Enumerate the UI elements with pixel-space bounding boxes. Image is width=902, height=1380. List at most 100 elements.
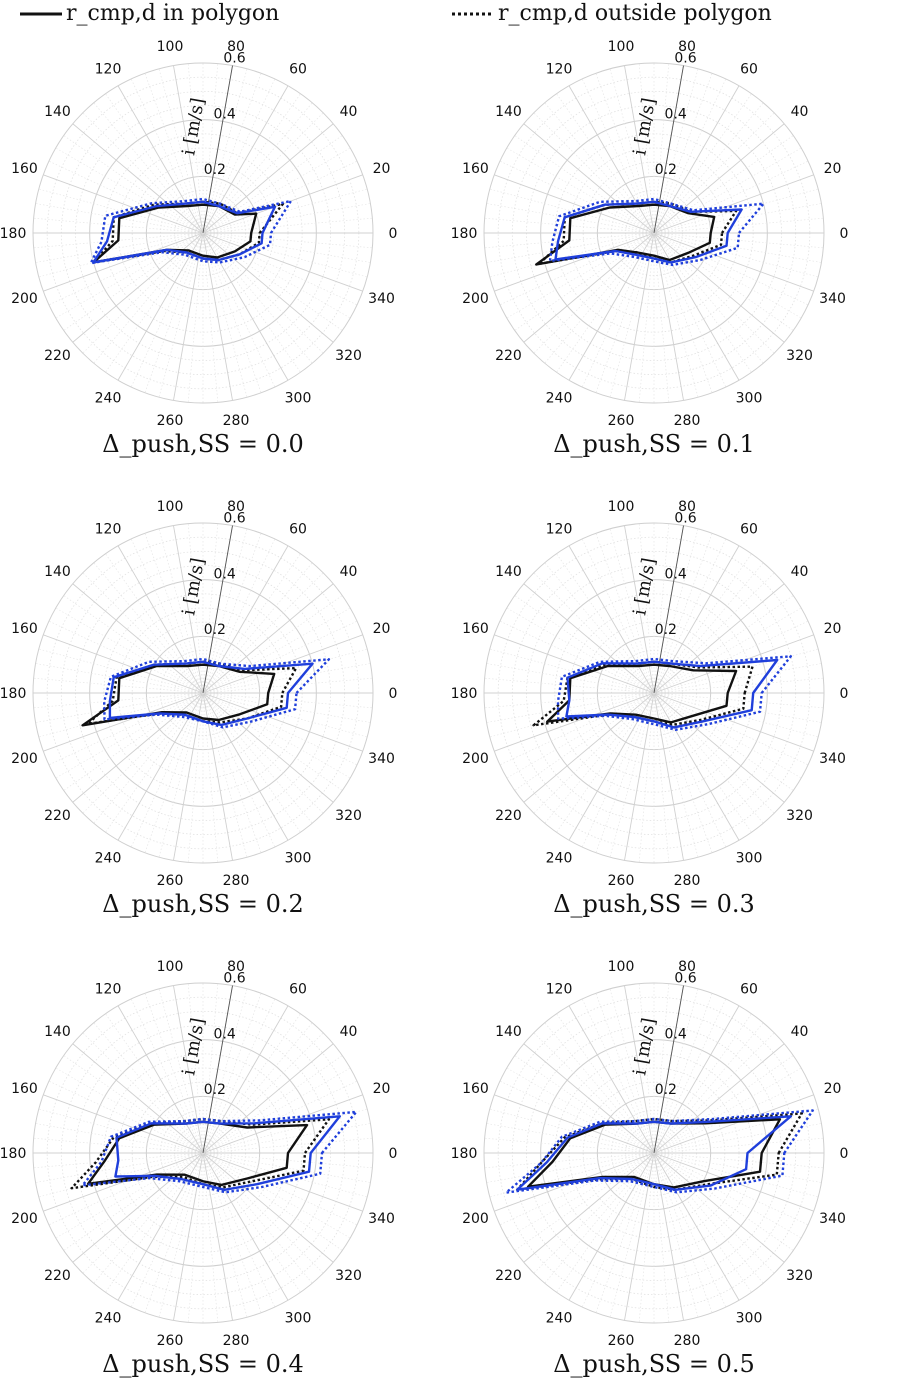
angular-tick-label: 240 <box>546 391 573 407</box>
grid-spoke <box>595 232 655 393</box>
grid-spoke <box>202 1080 358 1154</box>
series-blue-solid <box>565 658 779 729</box>
grid-spoke <box>653 993 713 1154</box>
angular-tick-label: 120 <box>546 61 573 77</box>
grid-spoke <box>202 545 289 694</box>
grid-spoke <box>48 1152 204 1226</box>
angular-tick-label: 260 <box>157 873 184 889</box>
grid-spoke <box>202 1152 324 1274</box>
angular-tick-label: 300 <box>736 1311 763 1327</box>
grid-spoke <box>202 232 351 319</box>
grid-spoke <box>38 232 204 278</box>
grid-spoke <box>514 1055 655 1154</box>
radial-tick-label: 0.4 <box>665 106 687 122</box>
grid-spoke <box>202 147 351 234</box>
angular-tick-label: 160 <box>11 1081 38 1097</box>
grid-spoke <box>202 1005 289 1154</box>
grid-spoke <box>202 692 334 803</box>
grid-spoke <box>653 1137 824 1154</box>
grid-spoke <box>202 1055 343 1154</box>
grid-spoke <box>202 1108 368 1154</box>
grid-spoke <box>158 692 204 858</box>
grid-spoke <box>48 232 204 306</box>
angular-tick-label: 160 <box>462 161 489 177</box>
grid-spoke <box>202 1152 233 1321</box>
radial-tick-label: 0.4 <box>665 566 687 582</box>
grid-spoke <box>43 174 204 234</box>
grid-spoke <box>72 1043 204 1154</box>
grid-spoke <box>202 85 289 234</box>
grid-spoke <box>105 1013 204 1154</box>
grid-spoke <box>63 135 204 234</box>
grid-spoke <box>202 538 276 694</box>
grid-spoke <box>653 1152 699 1318</box>
grid-spoke <box>506 232 655 319</box>
series-blue-solid <box>92 200 277 264</box>
grid-spoke <box>202 1067 351 1154</box>
grid-spoke <box>202 135 343 234</box>
grid-spoke <box>117 1005 204 1154</box>
radial-axis-title: i [m/s] <box>629 96 660 157</box>
angular-tick-label: 120 <box>95 521 122 537</box>
angular-tick-label: 220 <box>495 808 522 824</box>
radial-axis-line <box>653 985 684 1154</box>
grid-spoke <box>653 677 824 694</box>
angular-tick-label: 220 <box>44 808 71 824</box>
series-blue-solid <box>114 1115 341 1191</box>
panel-caption: Δ_push,SS = 0.5 <box>553 1350 755 1378</box>
grid-spoke <box>653 998 727 1154</box>
grid-spoke <box>653 692 785 803</box>
grid-spoke <box>499 1152 655 1226</box>
grid-spoke <box>202 692 313 824</box>
grid-spoke <box>35 1152 204 1183</box>
grid-spoke <box>55 692 204 779</box>
grid-spoke <box>556 93 655 234</box>
grid-spoke <box>72 692 204 803</box>
angular-tick-label: 140 <box>44 564 71 580</box>
grid-spoke <box>653 1152 814 1212</box>
grid-spoke <box>653 692 822 723</box>
grid-spoke <box>624 232 655 401</box>
grid-spoke <box>506 1152 655 1239</box>
grid-spoke <box>93 102 204 234</box>
grid-spoke <box>202 232 343 331</box>
grid-spoke <box>653 1043 785 1154</box>
grid-spoke <box>202 93 301 234</box>
grid-spoke <box>653 1067 802 1154</box>
grid-spoke <box>144 1152 204 1313</box>
grid-spoke <box>63 1055 204 1154</box>
grid-spoke <box>653 63 670 234</box>
grid-spoke <box>202 523 219 694</box>
grid-spoke <box>38 1152 204 1198</box>
panel-caption: Δ_push,SS = 0.2 <box>102 890 304 918</box>
grid-spoke <box>38 692 204 738</box>
angular-tick-label: 20 <box>373 621 391 637</box>
series-blue-dotted <box>548 197 765 267</box>
grid-spoke <box>653 692 752 833</box>
grid-spoke <box>494 634 655 694</box>
angular-tick-label: 60 <box>289 981 307 997</box>
grid-spoke <box>494 174 655 234</box>
polar-chart-panel: 0 20 40 60 80 100 120 140 160 180 200 220 240 260 280 3… <box>451 959 848 1378</box>
grid-spoke <box>202 595 343 694</box>
polar-chart-panel: 0 20 40 60 80 100 120 140 160 180 200 220 240 260 280 3… <box>0 39 397 458</box>
grid-spoke <box>202 1013 301 1154</box>
grid-spoke <box>533 1152 655 1274</box>
grid-spoke <box>556 1013 655 1154</box>
grid-spoke <box>202 232 373 249</box>
grid-spoke <box>653 1108 819 1154</box>
grid-spoke <box>653 692 775 814</box>
angular-tick-label: 320 <box>335 348 362 364</box>
grid-spoke <box>489 1108 655 1154</box>
grid-spoke <box>653 562 764 694</box>
panel-caption: Δ_push,SS = 0.3 <box>553 890 755 918</box>
angular-tick-label: 240 <box>546 851 573 867</box>
grid-spoke <box>506 607 655 694</box>
grid-spoke <box>202 1152 351 1239</box>
grid-spoke <box>130 232 204 388</box>
angular-tick-label: 100 <box>157 499 184 515</box>
grid-spoke <box>653 692 727 848</box>
grid-spoke <box>63 1152 204 1251</box>
grid-spoke <box>568 1005 655 1154</box>
grid-spoke <box>653 1094 814 1154</box>
